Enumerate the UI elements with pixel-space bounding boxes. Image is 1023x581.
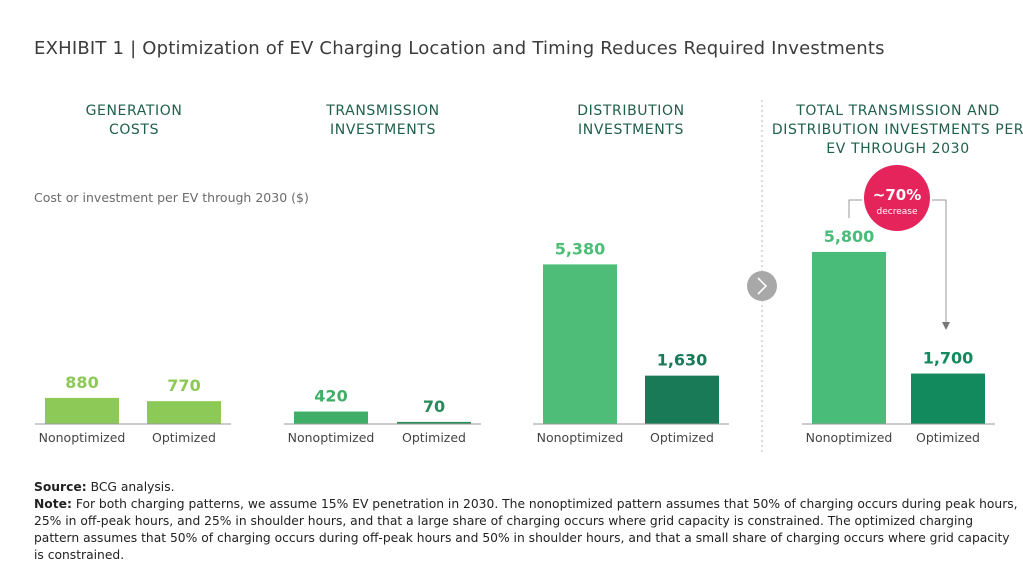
note-label: Note: [34,497,72,511]
source-text: BCG analysis. [90,480,175,494]
footnotes: Source: BCG analysis. Note: For both cha… [34,479,1019,564]
value-label: 880 [65,373,98,392]
category-label: Nonoptimized [806,430,893,445]
panel-title: TOTAL TRANSMISSION AND DISTRIBUTION INVE… [771,103,1023,157]
category-label: Optimized [650,430,714,445]
annotation-text: ~70% [873,186,921,204]
annotation-circle [864,165,930,231]
panel-title: DISTRIBUTION INVESTMENTS [577,103,685,138]
panel-title: TRANSMISSION INVESTMENTS [326,103,440,138]
category-label: Nonoptimized [39,430,126,445]
bar [645,375,719,424]
bar [147,401,221,424]
value-label: 5,380 [555,239,606,258]
value-label: 5,800 [824,227,875,246]
bar [911,373,985,424]
value-label: 1,700 [923,349,974,368]
exhibit-title: EXHIBIT 1 | Optimization of EV Charging … [34,38,885,59]
panel-title: GENERATION COSTS [85,103,183,138]
annotation-subtext: decrease [877,207,918,217]
bar [45,397,119,424]
bar [294,411,368,424]
value-label: 70 [423,397,445,416]
category-label: Nonoptimized [288,430,375,445]
source: Source: BCG analysis. [34,479,1019,496]
arrow-circle [747,271,777,301]
value-label: 420 [314,387,347,406]
value-label: 770 [167,376,200,395]
note-text: For both charging patterns, we assume 15… [34,497,1018,562]
bar [543,264,617,424]
category-label: Optimized [402,430,466,445]
category-label: Optimized [916,430,980,445]
category-label: Nonoptimized [537,430,624,445]
category-label: Optimized [152,430,216,445]
arrow-chevron [757,277,768,295]
bar [397,421,471,424]
bar [812,251,886,424]
value-label: 1,630 [657,351,708,370]
bracket-arrow [942,322,950,330]
bracket [848,199,947,322]
source-label: Source: [34,480,87,494]
note: Note: For both charging patterns, we ass… [34,496,1019,564]
axis-label: Cost or investment per EV through 2030 (… [34,190,309,205]
